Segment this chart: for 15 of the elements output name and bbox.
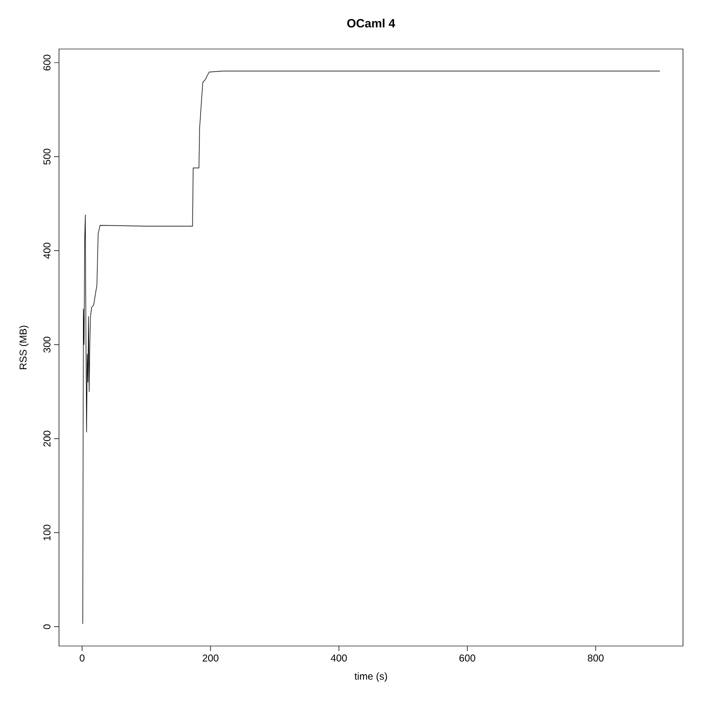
y-tick-label: 500 [43,148,50,165]
x-tick-label: 0 [80,654,84,662]
y-tick-label: 100 [43,524,50,540]
y-tick-label: 400 [43,242,50,259]
y-tick-label: 0 [43,624,50,630]
x-tick-label: 200 [202,654,218,662]
chart-title: OCaml 4 [347,18,396,28]
x-tick-label: 800 [588,654,604,662]
x-tick-label: 600 [459,654,476,662]
y-tick-label: 300 [43,336,50,353]
x-axis-title: time (s) [354,672,387,682]
y-tick-label: 600 [43,54,50,70]
x-tick-label: 400 [330,654,347,662]
y-axis-title: RSS (MB) [19,326,29,370]
y-tick-label: 200 [43,430,50,447]
